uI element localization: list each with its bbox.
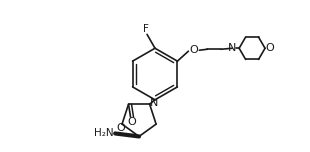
Text: F: F	[143, 24, 149, 35]
Text: N: N	[228, 43, 236, 53]
Text: O: O	[127, 117, 136, 127]
Text: O: O	[189, 45, 198, 55]
Text: O: O	[117, 123, 126, 133]
Text: O: O	[266, 43, 274, 53]
Text: N: N	[149, 98, 158, 108]
Text: H₂N: H₂N	[95, 128, 114, 138]
